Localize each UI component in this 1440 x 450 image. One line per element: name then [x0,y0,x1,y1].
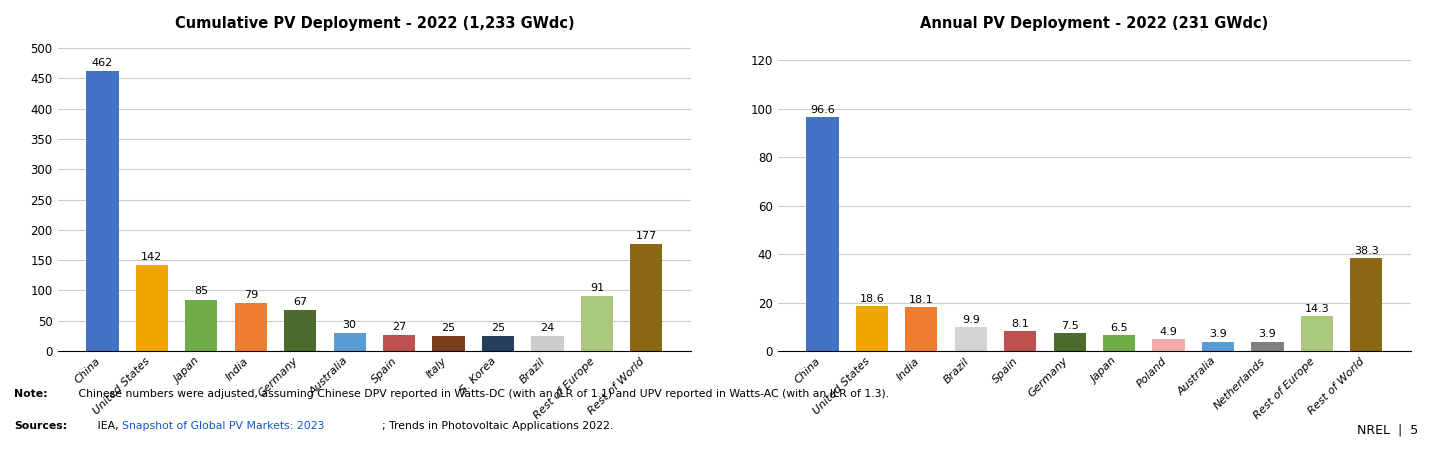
Bar [1251,342,1283,351]
Bar [806,117,838,351]
Text: 85: 85 [194,287,209,297]
Text: 24: 24 [540,324,554,333]
Text: 142: 142 [141,252,163,262]
Bar [284,310,317,351]
Text: 67: 67 [294,297,307,307]
Bar [334,333,366,351]
Bar [955,327,986,351]
Bar [383,335,415,351]
Text: 18.6: 18.6 [860,294,884,304]
Bar [1351,258,1382,351]
Text: Sources:: Sources: [14,421,68,431]
Text: Chinese numbers were adjusted, assuming Chinese DPV reported in Watts-DC (with a: Chinese numbers were adjusted, assuming … [75,389,888,399]
Bar [631,244,662,351]
Bar [186,300,217,351]
Bar [531,337,563,351]
Bar [235,303,266,351]
Text: 25: 25 [442,323,455,333]
Bar [1103,335,1135,351]
Text: 462: 462 [92,58,114,68]
Bar [1054,333,1086,351]
Text: IEA,: IEA, [94,421,122,431]
Text: 27: 27 [392,322,406,332]
Text: 7.5: 7.5 [1061,321,1079,331]
Bar [1202,342,1234,351]
Text: 14.3: 14.3 [1305,304,1329,314]
Bar [855,306,888,351]
Text: 8.1: 8.1 [1011,319,1030,329]
Bar [86,71,118,351]
Text: 38.3: 38.3 [1354,246,1378,256]
Title: Cumulative PV Deployment - 2022 (1,233 GWdc): Cumulative PV Deployment - 2022 (1,233 G… [174,16,575,31]
Bar [1004,331,1037,351]
Text: Snapshot of Global PV Markets: 2023: Snapshot of Global PV Markets: 2023 [122,421,325,431]
Text: 3.9: 3.9 [1259,329,1276,339]
Bar [135,265,168,351]
Text: 25: 25 [491,323,505,333]
Bar [482,336,514,351]
Text: 91: 91 [590,283,603,293]
Bar [1300,316,1333,351]
Text: NREL  |  5: NREL | 5 [1356,423,1418,436]
Text: 4.9: 4.9 [1159,327,1178,337]
Text: 177: 177 [635,231,657,241]
Bar [1152,339,1185,351]
Text: Note:: Note: [14,389,48,399]
Bar [580,296,613,351]
Text: 9.9: 9.9 [962,315,979,325]
Text: ; Trends in Photovoltaic Applications 2022.: ; Trends in Photovoltaic Applications 20… [382,421,613,431]
Text: 3.9: 3.9 [1210,329,1227,339]
Text: 6.5: 6.5 [1110,323,1128,333]
Text: 18.1: 18.1 [909,295,933,305]
Title: Annual PV Deployment - 2022 (231 GWdc): Annual PV Deployment - 2022 (231 GWdc) [920,16,1269,31]
Text: 79: 79 [243,290,258,300]
Bar [906,307,937,351]
Bar [432,336,465,351]
Text: 96.6: 96.6 [811,105,835,115]
Text: 30: 30 [343,320,357,330]
